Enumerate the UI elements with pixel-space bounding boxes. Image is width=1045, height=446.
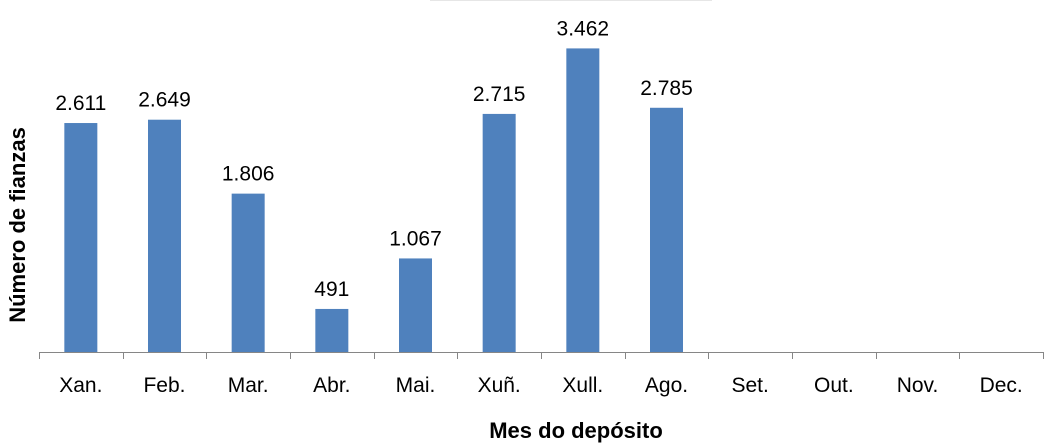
x-tick-label: Xuñ.	[478, 374, 521, 397]
bar	[231, 193, 265, 352]
x-tick-label: Xan.	[59, 374, 102, 397]
x-tick-label: Set.	[731, 374, 768, 397]
bar-data-label: 3.462	[557, 17, 610, 40]
x-tick-label: Abr.	[313, 374, 350, 397]
bar-data-label: 2.715	[473, 83, 526, 106]
x-tick-label: Ago.	[645, 374, 688, 397]
x-tick-label: Out.	[814, 374, 854, 397]
bar-data-label: 1.067	[389, 227, 442, 250]
bar	[64, 123, 98, 352]
bar-data-label: 2.785	[640, 77, 693, 100]
bar-data-label: 491	[314, 278, 349, 301]
x-tick-label: Xull.	[562, 374, 603, 397]
x-tick-label: Dec.	[980, 374, 1023, 397]
x-tick-label: Nov.	[897, 374, 939, 397]
x-tick-label: Feb.	[143, 374, 185, 397]
bar	[148, 119, 181, 352]
bar-data-label: 1.806	[222, 163, 275, 186]
bar	[315, 308, 349, 352]
x-axis-title: Mes do depósito	[489, 418, 663, 443]
bar	[650, 107, 683, 353]
bar-data-label: 2.649	[138, 89, 191, 112]
x-tick-label: Mar.	[228, 374, 269, 397]
x-tick-label: Mai.	[396, 374, 436, 397]
bar	[566, 48, 600, 352]
bar	[399, 258, 432, 352]
bar-data-label: 2.611	[55, 92, 106, 115]
y-axis-title: Número de fianzas	[5, 127, 30, 323]
bar	[482, 113, 516, 353]
